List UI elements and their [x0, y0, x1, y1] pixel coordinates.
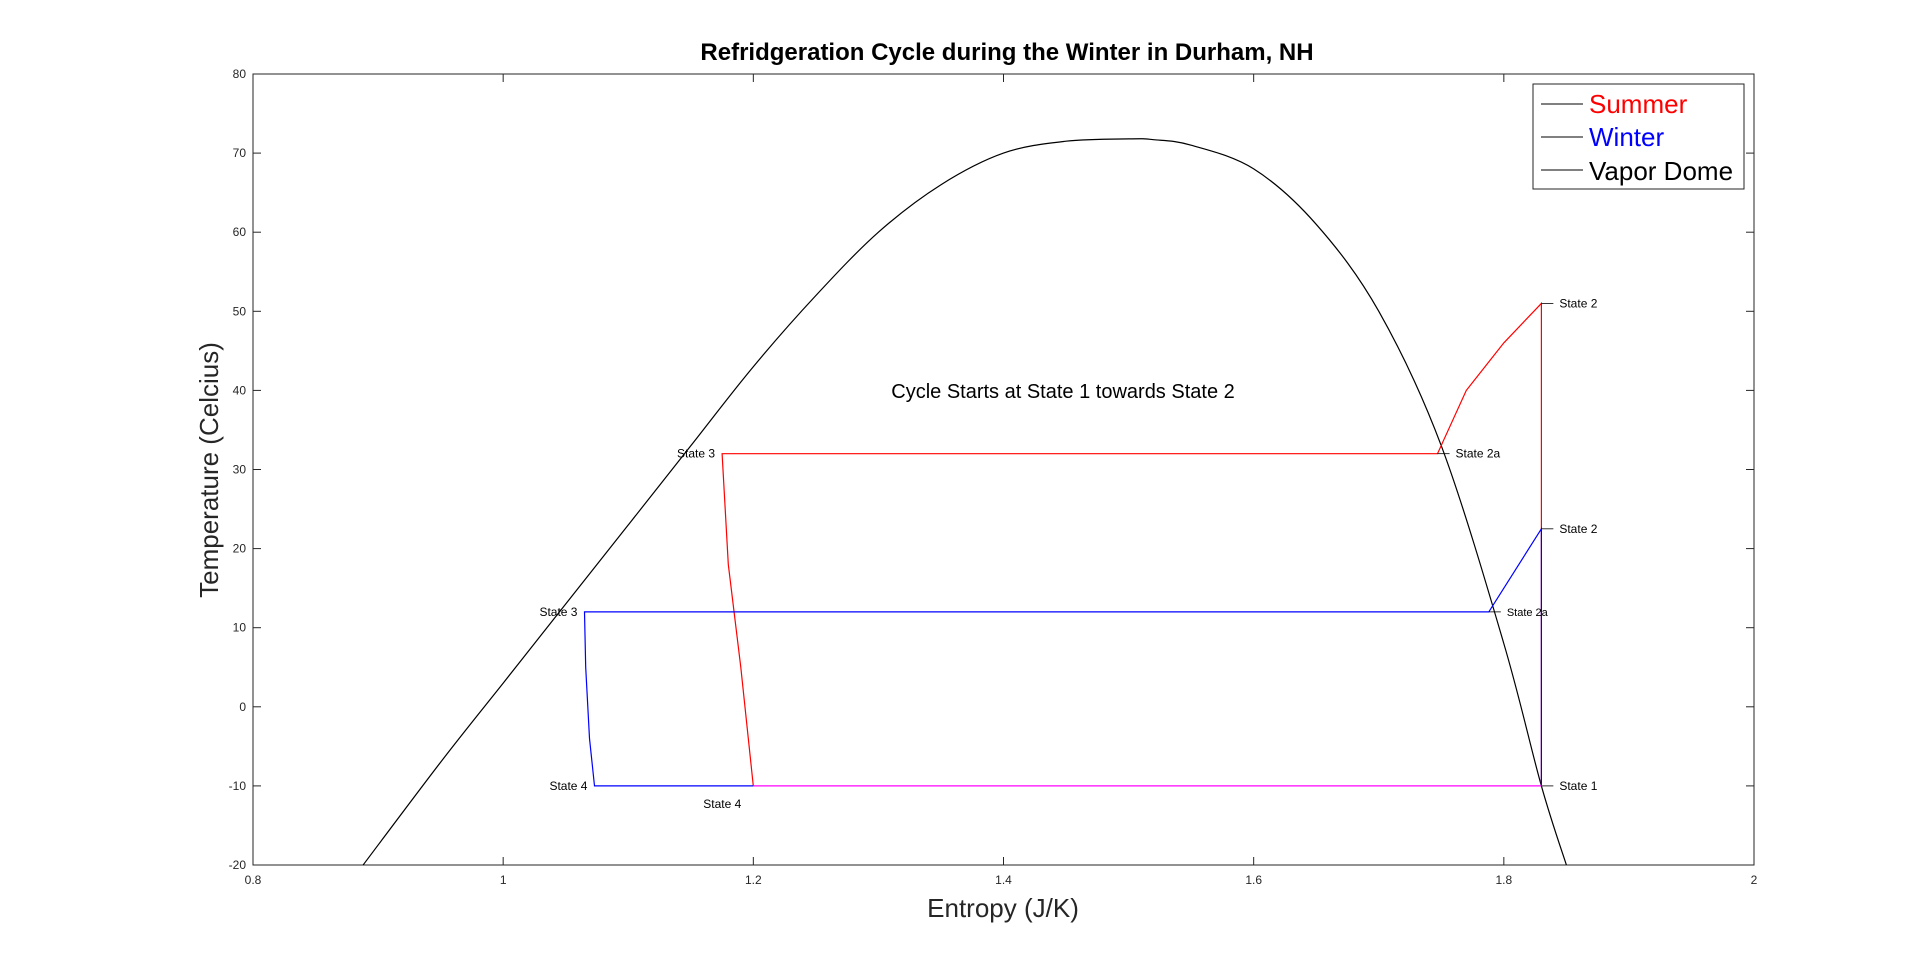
- state-label: State 2a: [1507, 607, 1549, 619]
- state-labels: State 2 State 2a State 2 State 2a State 1 Sta…: [539, 296, 1597, 811]
- x-tick-label: 0.8: [245, 873, 262, 887]
- y-tick-label: 80: [233, 67, 247, 81]
- x-tick-label: 1.8: [1495, 873, 1512, 887]
- series-group: [362, 138, 1567, 866]
- series-line-vapor-dome: [362, 138, 1567, 866]
- state-label: State 4: [703, 797, 741, 811]
- x-tick-label: 1: [500, 873, 507, 887]
- x-tick-label: 1.4: [995, 873, 1012, 887]
- cycle-annotation: Cycle Starts at State 1 towards State 2: [891, 381, 1235, 403]
- x-tick-label: 1.6: [1245, 873, 1262, 887]
- y-tick-label: -20: [229, 858, 247, 872]
- y-tick-label: 70: [233, 146, 247, 160]
- y-tick-label: 10: [233, 621, 247, 635]
- legend: Summer Winter Vapor Dome: [1532, 83, 1745, 190]
- y-tick-label: 30: [233, 463, 247, 477]
- x-tick-label: 1.2: [745, 873, 762, 887]
- y-tick-label: -10: [229, 779, 247, 793]
- y-tick-label: 20: [233, 542, 247, 556]
- legend-label-winter: Winter: [1589, 122, 1664, 152]
- axis-ticks: 0.8 1 1.2 1.4 1.6 1.8 2 -20 -10 0 10 20 30 40 50 60 70 80: [229, 67, 1758, 887]
- legend-label-summer: Summer: [1589, 89, 1688, 119]
- y-tick-label: 40: [233, 383, 247, 397]
- legend-label-vapor-dome: Vapor Dome: [1589, 156, 1733, 186]
- y-tick-label: 50: [233, 304, 247, 318]
- series-line-winter: [583, 526, 1542, 787]
- state-label: State 3: [539, 605, 577, 619]
- series-line-summer: [721, 301, 1542, 786]
- state-label: State 2: [1559, 296, 1597, 310]
- y-tick-label: 60: [233, 225, 247, 239]
- y-tick-label: 0: [239, 700, 246, 714]
- state-label: State 2: [1559, 522, 1597, 536]
- state-label: State 2a: [1456, 447, 1501, 461]
- y-axis-label: Temperature (Celcius): [194, 342, 224, 598]
- state-label: State 4: [549, 779, 587, 793]
- state-label: State 3: [677, 447, 715, 461]
- state-label: State 1: [1559, 779, 1597, 793]
- x-axis-label: Entropy (J/K): [927, 893, 1079, 923]
- x-tick-label: 2: [1751, 873, 1758, 887]
- plot-area: [252, 73, 1755, 866]
- chart-title: Refridgeration Cycle during the Winter i…: [700, 39, 1313, 66]
